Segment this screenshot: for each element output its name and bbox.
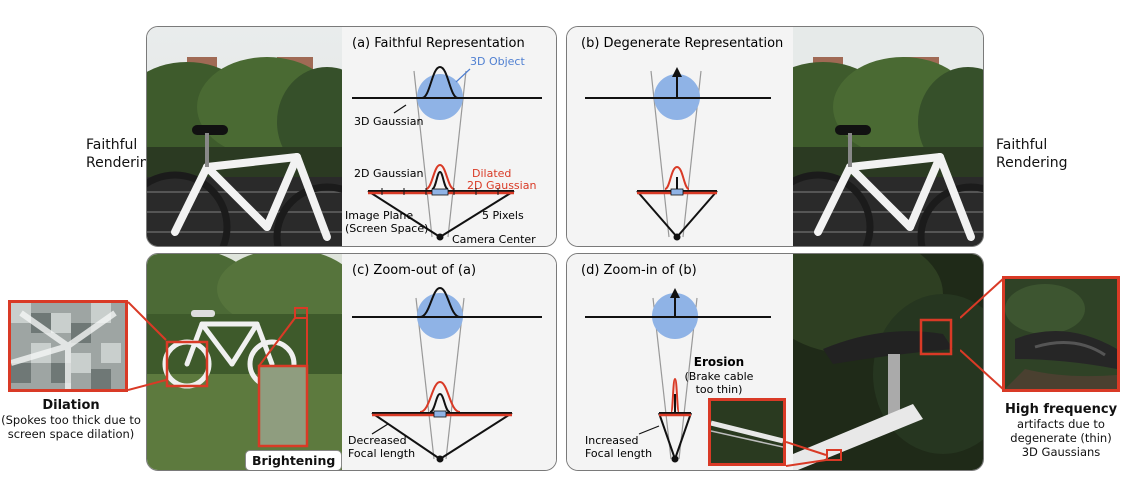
- panel-d-title: (d) Zoom-in of (b): [581, 263, 697, 278]
- brightening-highlight-box: [294, 307, 308, 319]
- dilation-title: Dilation: [42, 398, 100, 413]
- dilation-inset: [8, 300, 128, 392]
- erosion-connector: [786, 441, 827, 467]
- image-plane-label-1: Image Plane: [345, 209, 413, 222]
- bicycle-photo-zoomin: [793, 254, 983, 470]
- dilated-label-1: Dilated: [472, 167, 511, 180]
- dilated-label-2: 2D Gaussian: [467, 179, 536, 192]
- dilation-line-2: screen space dilation): [7, 427, 135, 441]
- decreased-focal-label-1: Decreased: [348, 434, 407, 447]
- diagram-a: (a) Faithful Representation 3D Object 3D…: [342, 27, 556, 246]
- high-freq-inset: [1002, 276, 1120, 392]
- diagram-c: (c) Zoom-out of (a) Decreased Focal leng…: [342, 254, 556, 470]
- image-plane-label-2: (Screen Space): [345, 222, 428, 235]
- high-freq-line-1: artifacts due to: [1017, 417, 1105, 431]
- panel-c-title: (c) Zoom-out of (a): [352, 263, 476, 278]
- high-freq-line-2: degenerate (thin): [1010, 431, 1112, 445]
- high-freq-line-3: 3D Gaussians: [1021, 445, 1101, 459]
- erosion-title: Erosion: [694, 355, 744, 369]
- high-freq-title: High frequency: [1004, 402, 1118, 417]
- right-rendering-label: Faithful Rendering: [996, 137, 1068, 171]
- erosion-line-1: (Brake cable: [685, 370, 754, 383]
- decreased-focal-label-2: Focal length: [348, 447, 415, 460]
- erosion-inset: [708, 398, 786, 466]
- panel-b-title: (b) Degenerate Representation: [581, 36, 783, 51]
- high-freq-highlight-box: [919, 318, 953, 356]
- erosion-highlight-box: [826, 449, 842, 461]
- brightening-inset: [257, 364, 309, 448]
- 3d-gaussian-label: 3D Gaussian: [354, 115, 423, 128]
- pixels-label: 5 Pixels: [482, 209, 524, 222]
- brightening-label: Brightening: [245, 450, 342, 470]
- dilation-line-1: (Spokes too thick due to: [1, 413, 141, 427]
- dilation-connector: [128, 301, 167, 391]
- high-freq-caption: High frequency artifacts due to degenera…: [992, 402, 1130, 459]
- dilation-highlight-box: [165, 340, 209, 388]
- bicycle-photo-zoomout: Brightening: [147, 254, 342, 470]
- increased-focal-label-1: Increased: [585, 434, 639, 447]
- 2d-gaussian-label: 2D Gaussian: [354, 167, 423, 180]
- increased-focal-label-2: Focal length: [585, 447, 652, 460]
- high-freq-connector: [960, 277, 1004, 391]
- erosion-line-2: too thin): [696, 383, 743, 396]
- panel-a-title: (a) Faithful Representation: [352, 36, 525, 51]
- panel-a: (a) Faithful Representation 3D Object 3D…: [146, 26, 557, 247]
- 3d-object-label: 3D Object: [470, 55, 525, 68]
- panel-d: (d) Zoom-in of (b) Increased Focal lengt…: [566, 253, 984, 471]
- bicycle-photo-faithful-left: [147, 27, 342, 246]
- left-rendering-label: Faithful Rendering: [86, 137, 158, 171]
- panel-c: Brightening (c) Zoom-out of (a) Decrease…: [146, 253, 557, 471]
- diagram-b: (b) Degenerate Representation: [567, 27, 793, 246]
- camera-center-label: Camera Center: [452, 233, 536, 246]
- panel-b: (b) Degenerate Representation: [566, 26, 984, 247]
- dilation-caption: Dilation (Spokes too thick due to screen…: [0, 398, 142, 441]
- bicycle-photo-faithful-right: [793, 27, 983, 246]
